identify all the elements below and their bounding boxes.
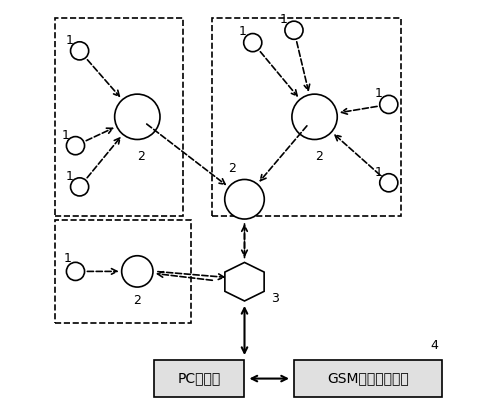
Text: 1: 1 [374, 166, 382, 178]
Text: 1: 1 [65, 34, 73, 47]
Text: 1: 1 [279, 13, 287, 26]
FancyBboxPatch shape [293, 360, 442, 397]
Text: 1: 1 [238, 25, 246, 39]
Circle shape [70, 178, 88, 196]
Circle shape [379, 174, 397, 192]
Circle shape [66, 262, 84, 281]
Text: 1: 1 [63, 252, 71, 265]
Text: PC机控制: PC机控制 [177, 371, 220, 386]
Text: 2: 2 [228, 162, 236, 176]
FancyBboxPatch shape [154, 360, 244, 397]
Text: 4: 4 [429, 339, 437, 352]
Circle shape [114, 94, 160, 139]
Text: 3: 3 [271, 292, 279, 305]
Circle shape [285, 21, 303, 39]
Circle shape [122, 256, 153, 287]
Text: 1: 1 [61, 129, 69, 142]
Text: GSM短信报警模块: GSM短信报警模块 [326, 371, 408, 386]
Circle shape [70, 42, 88, 60]
Circle shape [291, 94, 337, 139]
Circle shape [224, 179, 264, 219]
Circle shape [66, 137, 84, 155]
Text: 1: 1 [374, 87, 382, 100]
Text: 2: 2 [314, 150, 322, 163]
Circle shape [379, 95, 397, 114]
Text: 2: 2 [133, 295, 141, 308]
Circle shape [243, 34, 261, 52]
Text: 1: 1 [65, 170, 73, 183]
Text: 2: 2 [137, 150, 145, 163]
